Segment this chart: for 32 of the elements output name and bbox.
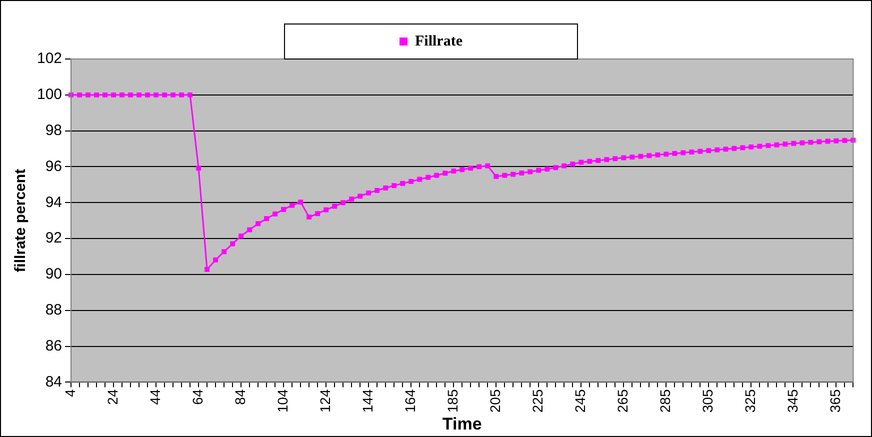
x-tick-label: 64: [189, 389, 206, 405]
x-tick-label: 205: [486, 389, 503, 413]
x-tick-label: 285: [657, 389, 674, 413]
y-tick-label: 96: [45, 158, 62, 175]
y-tick-label: 102: [36, 50, 62, 68]
legend-label: Fillrate: [415, 33, 463, 50]
x-tick-label: 4: [62, 389, 78, 398]
x-tick-label: 365: [827, 389, 844, 413]
y-tick-label: 86: [45, 337, 62, 354]
x-tick-label: 24: [104, 389, 120, 405]
y-tick-label: 84: [45, 373, 62, 390]
x-tick-label: 305: [700, 389, 716, 413]
x-tick-label: 245: [572, 389, 588, 413]
x-tick-label: 185: [444, 389, 460, 413]
x-axis-title: Time: [442, 414, 482, 434]
x-tick-label: 124: [316, 389, 333, 413]
y-tick-label: 88: [45, 302, 62, 319]
x-tick-label: 345: [784, 389, 801, 413]
x-tick-label: 265: [614, 389, 631, 413]
y-tick-label: 90: [45, 266, 62, 283]
x-tick-label: 44: [146, 389, 163, 405]
x-tick-label: 104: [274, 389, 290, 413]
y-tick-label: 98: [45, 122, 62, 139]
x-tick-label: 144: [359, 389, 376, 413]
y-tick-label: 94: [45, 194, 62, 211]
y-tick-label: 92: [45, 230, 62, 247]
y-tick-label: 100: [36, 86, 62, 104]
x-tick-label: 84: [232, 389, 248, 405]
x-tick-label: 164: [402, 389, 418, 413]
y-axis-title: fillrate percent: [12, 168, 30, 272]
x-tick-label: 325: [742, 389, 758, 413]
x-tick-label: 225: [529, 389, 546, 413]
